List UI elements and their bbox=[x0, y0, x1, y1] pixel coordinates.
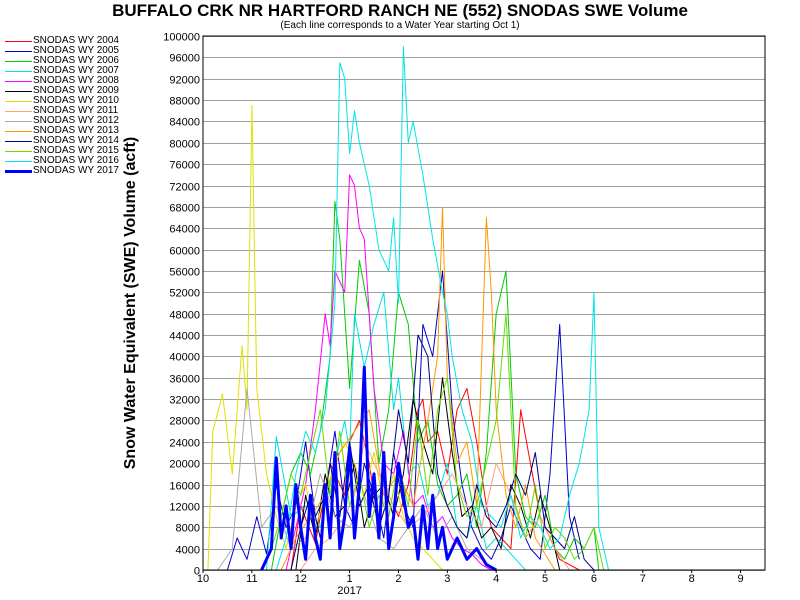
legend-swatch bbox=[5, 151, 32, 152]
y-tick-label: 64000 bbox=[169, 224, 200, 236]
legend-item: SNODAS WY 2014 bbox=[5, 136, 145, 146]
x-tick-label: 6 bbox=[591, 573, 597, 585]
legend-swatch bbox=[5, 41, 32, 42]
x-tick-label: 5 bbox=[542, 573, 548, 585]
y-tick-label: 56000 bbox=[169, 267, 200, 279]
series-line-snodas-wy-2005 bbox=[226, 270, 580, 571]
legend-swatch bbox=[5, 51, 32, 52]
x-tick-label: 2 bbox=[395, 573, 401, 585]
legend-swatch bbox=[5, 141, 32, 142]
legend-label: SNODAS WY 2010 bbox=[33, 95, 119, 106]
series-line-snodas-wy-2009 bbox=[295, 377, 561, 571]
y-tick-label: 84000 bbox=[169, 117, 200, 129]
legend-swatch bbox=[5, 71, 32, 72]
y-tick-label: 80000 bbox=[169, 139, 200, 151]
legend-item: SNODAS WY 2012 bbox=[5, 116, 145, 126]
legend-swatch bbox=[5, 121, 32, 122]
legend-item: SNODAS WY 2004 bbox=[5, 36, 145, 46]
y-tick-label: 60000 bbox=[169, 246, 200, 258]
series-line-snodas-wy-2016 bbox=[275, 46, 610, 571]
legend-swatch bbox=[5, 91, 32, 92]
y-tick-label: 52000 bbox=[169, 288, 200, 300]
legend-item: SNODAS WY 2011 bbox=[5, 106, 145, 116]
legend-label: SNODAS WY 2004 bbox=[33, 35, 119, 46]
x-tick-label: 9 bbox=[738, 573, 744, 585]
legend-label: SNODAS WY 2011 bbox=[33, 105, 119, 116]
legend-item: SNODAS WY 2008 bbox=[5, 76, 145, 86]
x-tick-label: 12 bbox=[295, 573, 307, 585]
y-tick-label: 20000 bbox=[169, 459, 200, 471]
legend-item: SNODAS WY 2015 bbox=[5, 146, 145, 156]
series-line-snodas-wy-2008 bbox=[285, 174, 492, 571]
y-tick-label: 40000 bbox=[169, 352, 200, 364]
x-tick-label: 11 bbox=[246, 573, 257, 585]
legend-label: SNODAS WY 2008 bbox=[33, 75, 119, 86]
y-tick-label: 36000 bbox=[169, 374, 200, 386]
x-tick-label: 8 bbox=[689, 573, 695, 585]
y-tick-label: 4000 bbox=[176, 545, 200, 557]
legend-swatch bbox=[5, 81, 32, 82]
legend-label: SNODAS WY 2015 bbox=[33, 145, 119, 156]
y-tick-label: 100000 bbox=[163, 32, 200, 44]
x-tick-label: 7 bbox=[640, 573, 646, 585]
y-tick-label: 12000 bbox=[169, 502, 200, 514]
legend-item: SNODAS WY 2016 bbox=[5, 156, 145, 166]
chart-title: BUFFALO CRK NR HARTFORD RANCH NE (552) S… bbox=[112, 1, 688, 20]
legend-label: SNODAS WY 2005 bbox=[33, 45, 119, 56]
y-tick-label: 24000 bbox=[169, 438, 200, 450]
x-tick-label: 10 bbox=[197, 573, 209, 585]
legend-swatch bbox=[5, 101, 32, 102]
y-tick-label: 44000 bbox=[169, 331, 200, 343]
legend-item: SNODAS WY 2017 bbox=[5, 166, 145, 176]
legend-item: SNODAS WY 2007 bbox=[5, 66, 145, 76]
y-tick-label: 32000 bbox=[169, 395, 200, 407]
legend-label: SNODAS WY 2006 bbox=[33, 55, 119, 66]
plot-border bbox=[202, 35, 766, 571]
y-tick-label: 76000 bbox=[169, 160, 200, 172]
series-line-snodas-wy-2014 bbox=[290, 334, 595, 571]
y-tick-label: 72000 bbox=[169, 182, 200, 194]
chart-subtitle: (Each line corresponds to a Water Year s… bbox=[280, 20, 520, 31]
y-tick-label: 88000 bbox=[169, 96, 200, 108]
x-tick-label: 1 bbox=[347, 573, 353, 585]
y-tick-label: 28000 bbox=[169, 416, 200, 428]
y-tick-label: 16000 bbox=[169, 481, 200, 493]
legend-swatch bbox=[5, 111, 32, 112]
series-line-snodas-wy-2015 bbox=[261, 313, 605, 571]
legend-label: SNODAS WY 2017 bbox=[33, 165, 119, 176]
legend-swatch bbox=[5, 170, 32, 173]
y-tick-label: 0 bbox=[194, 566, 200, 578]
legend-label: SNODAS WY 2012 bbox=[33, 115, 119, 126]
legend-label: SNODAS WY 2009 bbox=[33, 85, 119, 96]
legend-item: SNODAS WY 2013 bbox=[5, 126, 145, 136]
chart-legend: SNODAS WY 2004 SNODAS WY 2005 SNODAS WY 20… bbox=[5, 36, 145, 176]
x-year-label: 2017 bbox=[337, 585, 361, 597]
legend-label: SNODAS WY 2013 bbox=[33, 125, 119, 136]
legend-label: SNODAS WY 2014 bbox=[33, 135, 119, 146]
y-tick-label: 8000 bbox=[176, 523, 200, 535]
legend-swatch bbox=[5, 161, 32, 162]
legend-item: SNODAS WY 2010 bbox=[5, 96, 145, 106]
legend-label: SNODAS WY 2016 bbox=[33, 155, 119, 166]
y-tick-label: 96000 bbox=[169, 53, 200, 65]
series-line-snodas-wy-2017 bbox=[260, 365, 497, 572]
legend-item: SNODAS WY 2009 bbox=[5, 86, 145, 96]
legend-swatch bbox=[5, 61, 32, 62]
y-tick-label: 92000 bbox=[169, 75, 200, 87]
y-tick-label: 68000 bbox=[169, 203, 200, 215]
legend-swatch bbox=[5, 131, 32, 132]
y-tick-label: 48000 bbox=[169, 310, 200, 322]
legend-item: SNODAS WY 2005 bbox=[5, 46, 145, 56]
x-tick-label: 4 bbox=[493, 573, 499, 585]
legend-label: SNODAS WY 2007 bbox=[33, 65, 119, 76]
legend-item: SNODAS WY 2006 bbox=[5, 56, 145, 66]
x-tick-label: 3 bbox=[444, 573, 450, 585]
